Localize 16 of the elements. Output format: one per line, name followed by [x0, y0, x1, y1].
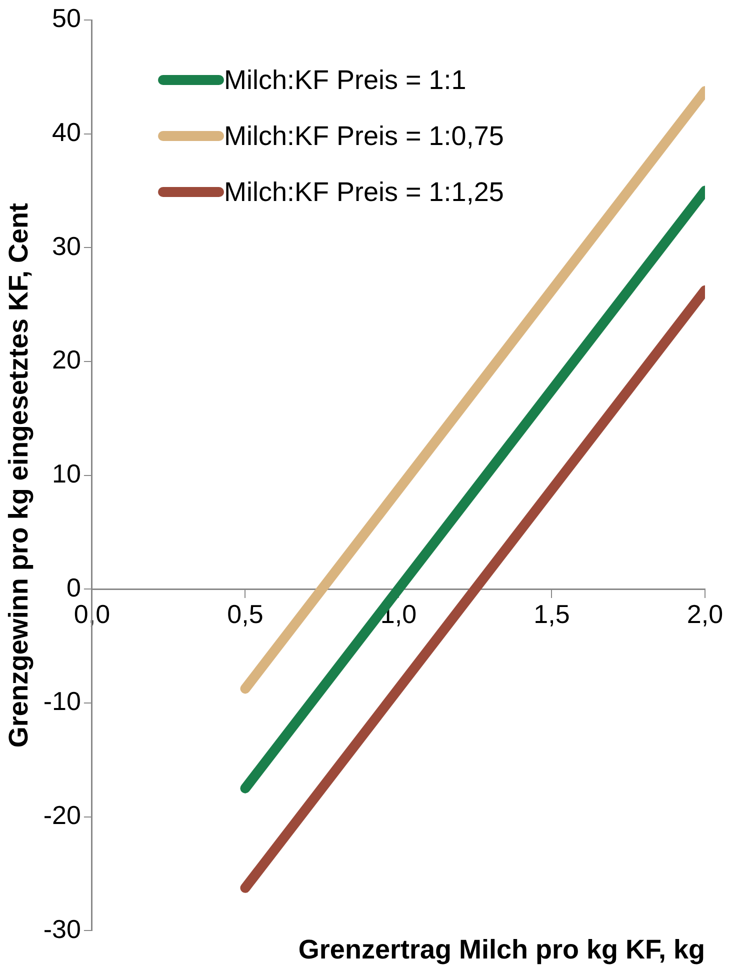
y-tick-label: 20 [52, 344, 81, 375]
legend-label: Milch:KF Preis = 1:1,25 [224, 176, 504, 208]
y-tick-label: 10 [52, 458, 81, 488]
y-tick-label: 40 [52, 116, 81, 147]
y-tick-label: -30 [43, 914, 81, 944]
legend-label: Milch:KF Preis = 1:1 [224, 64, 466, 96]
y-tick-label: 50 [52, 3, 81, 34]
y-axis-title: Grenzgewinn pro kg eingesetztes KF, Cent [4, 203, 34, 748]
y-tick-label: 30 [52, 230, 81, 261]
x-tick-label: 0,5 [227, 598, 264, 629]
legend-label: Milch:KF Preis = 1:0,75 [224, 120, 504, 152]
x-axis-title: Grenzertrag Milch pro kg KF, kg [298, 934, 705, 964]
y-tick-label: -10 [43, 686, 81, 716]
x-tick-label: 1,5 [534, 598, 570, 629]
y-tick-label: -20 [43, 800, 81, 830]
x-tick-label: 2,0 [686, 598, 724, 629]
